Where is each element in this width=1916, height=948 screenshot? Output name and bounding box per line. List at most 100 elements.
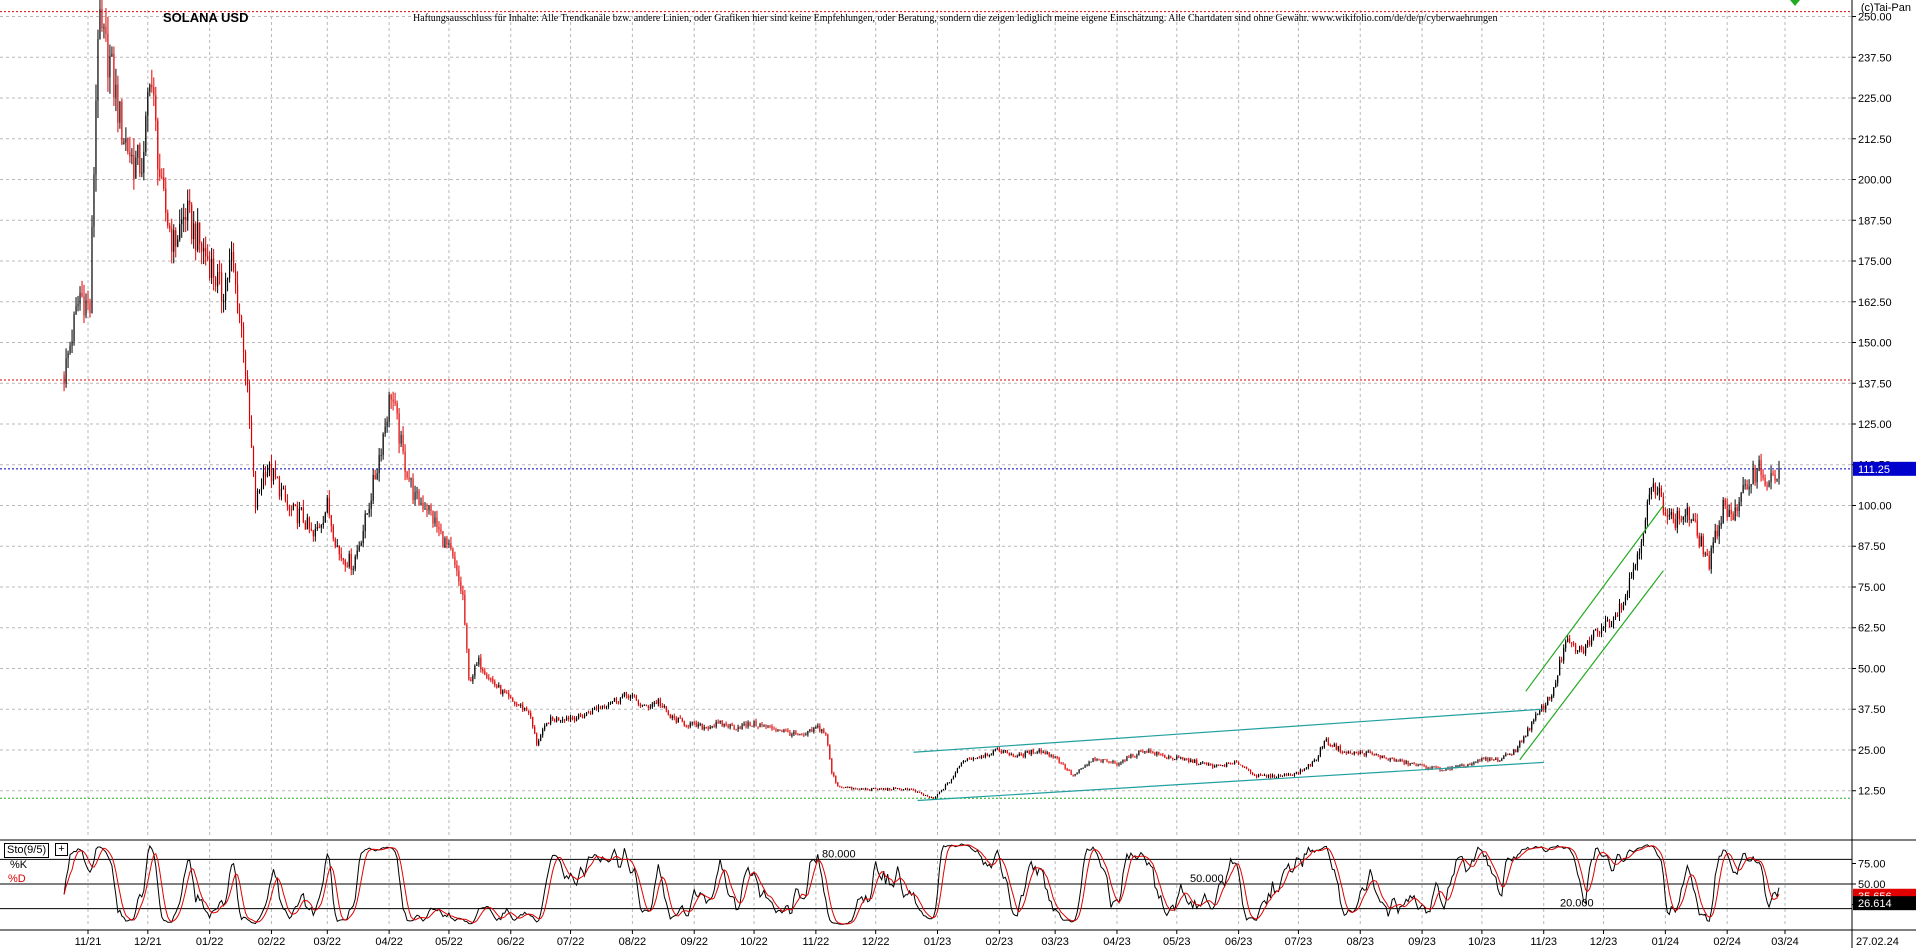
candle-body	[1770, 473, 1772, 482]
candle-body	[677, 717, 679, 723]
candle-body	[1317, 756, 1319, 760]
candle-body	[938, 791, 941, 794]
x-axis-tick-label: 07/22	[557, 936, 585, 948]
candle-body	[1208, 763, 1210, 765]
candle-body	[1475, 761, 1477, 763]
candle-body	[1592, 630, 1595, 639]
candle-body	[203, 247, 205, 252]
candle-body	[480, 657, 482, 670]
candle-body	[1563, 648, 1565, 661]
candle-body	[1056, 756, 1058, 758]
candle-body	[1144, 751, 1146, 753]
x-axis-tick-label: 04/22	[375, 936, 403, 948]
candle-body	[1525, 736, 1527, 738]
candle-body	[342, 558, 344, 560]
candle-body	[1487, 757, 1489, 761]
candle-body	[1776, 478, 1778, 481]
add-indicator-button[interactable]: +	[55, 843, 68, 856]
candle-body	[669, 714, 671, 718]
candle-body	[1236, 761, 1238, 763]
candle-body	[502, 690, 504, 695]
candle-body	[145, 115, 147, 152]
candle-body	[83, 296, 85, 316]
candle-body	[749, 722, 751, 726]
trend-lower-line	[1519, 570, 1664, 761]
candle-body	[633, 695, 635, 697]
candle-body	[1064, 763, 1066, 769]
candle-body	[1417, 764, 1419, 766]
candle-body	[679, 717, 681, 719]
candle-body	[871, 788, 873, 791]
candle-body	[240, 316, 243, 327]
candle-body	[386, 421, 388, 427]
stochastic-indicator-label[interactable]: Sto(9/5)	[4, 843, 50, 858]
candle-body	[65, 358, 67, 384]
candle-body	[1543, 705, 1545, 710]
candle-body	[201, 243, 203, 252]
candle-body	[1028, 751, 1030, 755]
candle-body	[609, 703, 612, 705]
x-axis-tick-label: 02/23	[986, 936, 1014, 948]
candle-body	[809, 729, 811, 732]
candle-body	[833, 773, 835, 777]
candle-body	[1369, 751, 1371, 753]
candle-body	[1154, 752, 1156, 755]
candle-body	[1612, 618, 1615, 625]
candle-body	[1094, 758, 1096, 761]
y-axis-tick-label: 162.50	[1858, 297, 1892, 309]
candle-body	[1680, 519, 1682, 521]
candle-body	[1427, 768, 1429, 770]
candle-body	[1224, 765, 1226, 767]
candle-body	[1618, 603, 1621, 617]
candle-body	[1590, 638, 1593, 645]
candle-body	[966, 758, 969, 761]
candle-body	[775, 729, 777, 731]
candle-body	[1606, 619, 1609, 621]
candle-body	[366, 513, 368, 515]
candle-body	[280, 488, 283, 497]
y-axis-tick-label: 225.00	[1858, 93, 1892, 105]
candle-body	[236, 284, 239, 314]
candle-body	[224, 279, 227, 301]
candle-body	[1184, 758, 1186, 760]
candle-body	[1108, 761, 1110, 763]
y-axis-tick-label: 37.50	[1858, 704, 1886, 716]
candle-body	[853, 788, 855, 790]
candle-body	[571, 717, 574, 719]
candle-body	[1431, 766, 1433, 770]
candle-body	[454, 556, 456, 566]
candle-body	[1736, 507, 1738, 512]
candle-body	[960, 762, 963, 766]
candle-body	[1367, 751, 1369, 753]
candle-body	[879, 788, 881, 790]
candle-body	[452, 548, 454, 557]
candle-body	[171, 228, 173, 252]
candle-body	[956, 768, 959, 773]
candle-body	[376, 473, 378, 480]
candle-body	[1134, 755, 1136, 757]
candle-body	[384, 426, 386, 434]
candle-body	[845, 787, 847, 789]
candle-body	[1648, 494, 1650, 502]
candle-body	[1608, 619, 1611, 628]
candle-body	[1138, 750, 1140, 756]
candle-body	[1600, 627, 1603, 634]
candle-body	[155, 95, 157, 121]
candle-body	[414, 492, 416, 500]
candle-body	[1128, 756, 1130, 758]
y-axis-tick-label: 250.00	[1858, 12, 1892, 24]
candle-body	[1509, 754, 1511, 756]
candle-body	[1714, 530, 1716, 543]
candle-body	[404, 451, 406, 472]
candle-body	[563, 719, 566, 721]
candle-body	[918, 791, 921, 793]
candle-body	[637, 700, 639, 705]
candle-body	[254, 471, 257, 509]
candle-body	[448, 543, 450, 545]
x-axis-tick-label: 01/22	[196, 936, 224, 948]
candle-body	[781, 731, 783, 733]
candle-body	[372, 474, 374, 501]
candle-body	[629, 695, 632, 699]
candle-body	[1624, 597, 1627, 606]
candle-body	[623, 692, 626, 697]
